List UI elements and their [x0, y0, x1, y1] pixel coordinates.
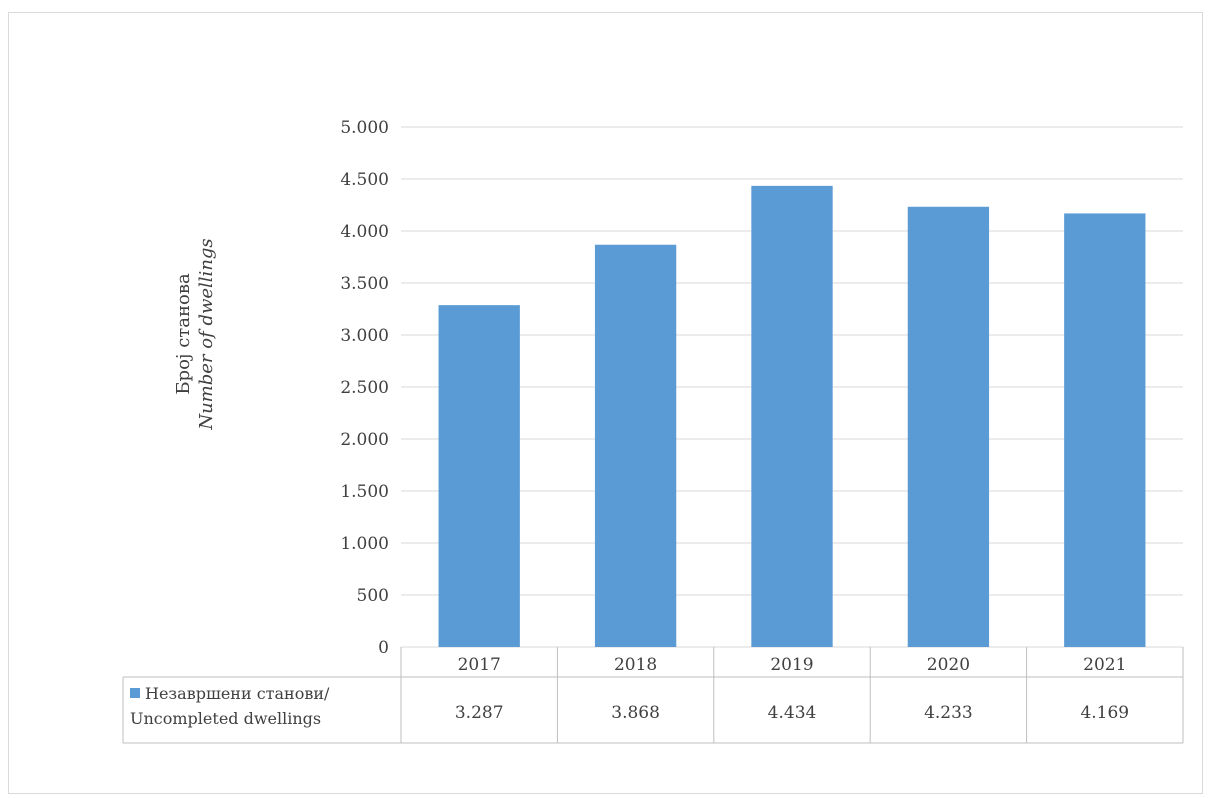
legend-label: Незавршени станови/ — [145, 684, 330, 703]
data-label: 4.434 — [768, 703, 817, 723]
x-tick-label: 2018 — [614, 655, 657, 675]
data-table: 2017 3.287 2018 3.868 2019 4.434 2020 4.233 2021… — [122, 647, 1184, 744]
bar — [907, 206, 990, 647]
y-tick-label: 2.500 — [340, 378, 389, 398]
y-tick-label: 1.500 — [340, 482, 389, 502]
y-tick-label: 2.000 — [340, 430, 389, 450]
bar — [594, 244, 677, 647]
legend-swatch — [130, 688, 140, 698]
y-tick-label: 3.500 — [340, 274, 389, 294]
x-tick-label: 2021 — [1083, 655, 1126, 675]
y-tick-label: 5.000 — [340, 118, 389, 138]
bars — [438, 185, 1146, 647]
y-tick-label: 4.500 — [340, 170, 389, 190]
y-axis-title-sr: Број станова — [173, 273, 194, 395]
y-tick-label: 500 — [357, 586, 389, 606]
bar — [1064, 213, 1146, 647]
data-label: 4.233 — [924, 703, 973, 723]
y-tick-label: 1.000 — [340, 534, 389, 554]
x-tick-label: 2017 — [458, 655, 501, 675]
y-tick-label: 4.000 — [340, 222, 389, 242]
bar — [438, 305, 520, 647]
bar — [751, 185, 833, 647]
x-tick-label: 2019 — [770, 655, 813, 675]
legend-label: Uncompleted dwellings — [130, 709, 321, 728]
chart-frame: 0 500 1.000 1.500 2.000 2.500 3.000 3.500 4.000 4… — [8, 12, 1203, 794]
y-tick-label: 0 — [378, 638, 389, 658]
x-tick-label: 2020 — [927, 655, 970, 675]
y-axis-title: Број станова Number of dwellings — [173, 238, 217, 430]
y-axis-tick-labels: 0 500 1.000 1.500 2.000 2.500 3.000 3.500 4.000 4… — [340, 118, 389, 658]
y-axis-title-en: Number of dwellings — [196, 238, 217, 430]
bar-chart: 0 500 1.000 1.500 2.000 2.500 3.000 3.500 4.000 4… — [122, 118, 1184, 744]
data-label: 4.169 — [1080, 703, 1129, 723]
data-label: 3.287 — [455, 703, 504, 723]
y-tick-label: 3.000 — [340, 326, 389, 346]
data-label: 3.868 — [611, 703, 660, 723]
